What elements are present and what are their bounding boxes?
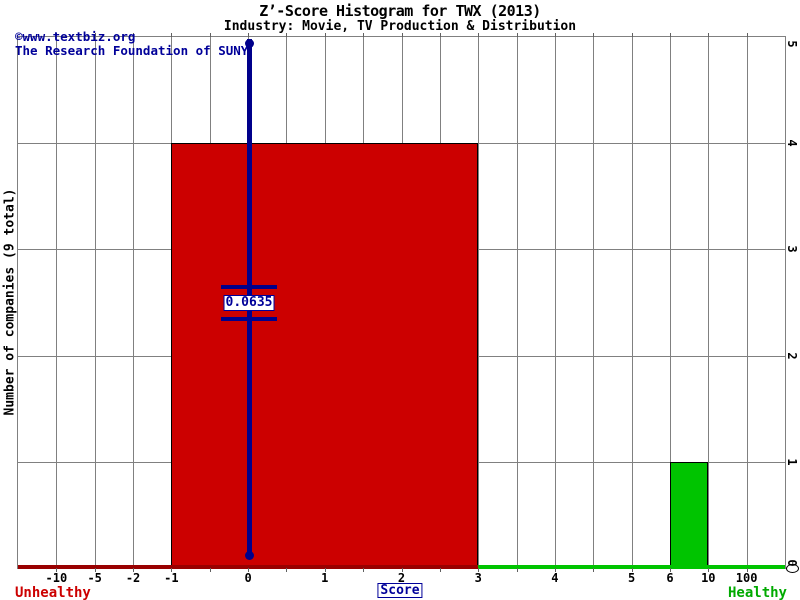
x-axis-tick	[747, 568, 748, 572]
marker-dot-bottom	[245, 551, 254, 560]
v-gridline	[517, 37, 518, 568]
v-gridline	[555, 37, 556, 568]
v-gridline	[133, 37, 134, 568]
watermark-url: ©www.textbiz.org	[15, 29, 136, 44]
x-axis-tick-top	[363, 33, 364, 37]
baseline-segment	[478, 565, 785, 569]
x-axis-tick-top	[95, 33, 96, 37]
x-tick-label: 4	[551, 571, 559, 585]
x-axis-tick-top	[440, 33, 441, 37]
chart-title: Z’-Score Histogram for TWX (2013)	[259, 2, 541, 20]
x-axis-tick-top	[325, 33, 326, 37]
x-axis-tick-top	[56, 33, 57, 37]
marker-crossbar-top	[221, 284, 277, 289]
watermark-org: The Research Foundation of SUNY	[15, 43, 249, 58]
x-axis-label: Score	[377, 583, 423, 598]
x-axis-tick	[440, 568, 441, 572]
x-axis-tick-top	[133, 33, 134, 37]
x-axis-tick-top	[210, 33, 211, 37]
x-axis-tick	[56, 568, 57, 572]
x-axis-tick-top	[670, 33, 671, 37]
x-tick-label: 1	[321, 571, 329, 585]
chart-subtitle: Industry: Movie, TV Production & Distrib…	[223, 19, 577, 34]
y-axis-label: Number of companies (9 total)	[2, 188, 18, 416]
y-tick-label: 0	[785, 559, 799, 567]
y-tick-label: 1	[785, 458, 799, 466]
v-gridline	[593, 37, 594, 568]
x-axis-tick	[593, 568, 594, 572]
x-tick-label: 10	[701, 571, 716, 585]
x-tick-label: 2	[397, 571, 406, 585]
v-gridline	[632, 37, 633, 568]
v-gridline	[747, 37, 748, 568]
x-axis-tick	[210, 568, 211, 572]
x-tick-label: 6	[666, 571, 674, 585]
x-tick-label: -1	[164, 571, 179, 585]
marker-dot-top	[245, 39, 254, 48]
y-tick-label: 4	[785, 139, 799, 147]
x-axis-tick-top	[593, 33, 594, 37]
x-axis-tick	[517, 568, 518, 572]
x-axis-tick	[248, 568, 249, 572]
x-axis-tick-top	[517, 33, 518, 37]
x-axis-tick	[363, 568, 364, 572]
x-axis-tick	[478, 568, 479, 572]
x-tick-label: -10	[45, 571, 68, 585]
x-tick-label: -5	[87, 571, 102, 585]
x-tick-label: 5	[627, 571, 636, 585]
histogram-bar	[171, 143, 479, 568]
v-gridline	[708, 37, 709, 568]
legend-unhealthy: Unhealthy	[15, 585, 91, 600]
x-axis-tick	[632, 568, 633, 572]
v-gridline	[56, 37, 57, 568]
x-axis-tick-top	[171, 33, 172, 37]
x-axis-tick-top	[402, 33, 403, 37]
x-axis-tick	[133, 568, 134, 572]
x-axis-tick-top	[632, 33, 633, 37]
v-gridline	[670, 37, 671, 568]
x-axis-tick	[708, 568, 709, 572]
y-tick-label: 5	[785, 40, 799, 48]
x-axis-tick	[402, 568, 403, 572]
y-tick-label: 2	[785, 351, 799, 360]
v-gridline	[95, 37, 96, 568]
legend-healthy: Healthy	[727, 585, 787, 600]
histogram-bar	[669, 461, 709, 568]
v-gridline	[478, 37, 479, 568]
x-axis-tick-top	[286, 33, 287, 37]
x-axis-tick	[171, 568, 172, 572]
x-axis-tick-top	[708, 33, 709, 37]
x-axis-tick	[555, 568, 556, 572]
x-axis-tick-top	[555, 33, 556, 37]
baseline-segment	[18, 565, 479, 569]
x-tick-label: 100	[735, 571, 758, 585]
marker-crossbar-bottom	[221, 316, 277, 321]
x-tick-label: 3	[474, 571, 482, 585]
x-axis-tick-top	[747, 33, 748, 37]
x-axis-tick	[286, 568, 287, 572]
y-tick-label: 3	[785, 245, 799, 254]
x-axis-tick	[670, 568, 671, 572]
x-axis-tick	[325, 568, 326, 572]
marker-value-label: 0.0635	[223, 294, 275, 311]
x-axis-tick	[95, 568, 96, 572]
plot-area: 0.0635	[17, 36, 786, 569]
x-tick-label: 0	[244, 571, 252, 585]
x-axis-tick-top	[248, 33, 249, 37]
x-axis-tick-top	[478, 33, 479, 37]
axis-endcap-ellipse	[786, 564, 799, 573]
x-tick-label: -2	[125, 571, 141, 585]
